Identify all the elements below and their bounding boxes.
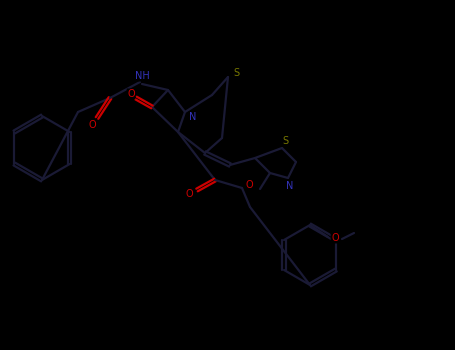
Text: O: O <box>185 189 193 199</box>
Text: N: N <box>286 181 293 191</box>
Text: O: O <box>88 120 96 130</box>
Text: N: N <box>189 112 197 122</box>
Text: O: O <box>245 180 253 190</box>
Text: S: S <box>282 136 288 146</box>
Text: O: O <box>127 89 135 99</box>
Text: NH: NH <box>135 71 149 81</box>
Text: O: O <box>331 233 339 243</box>
Text: S: S <box>233 68 239 78</box>
